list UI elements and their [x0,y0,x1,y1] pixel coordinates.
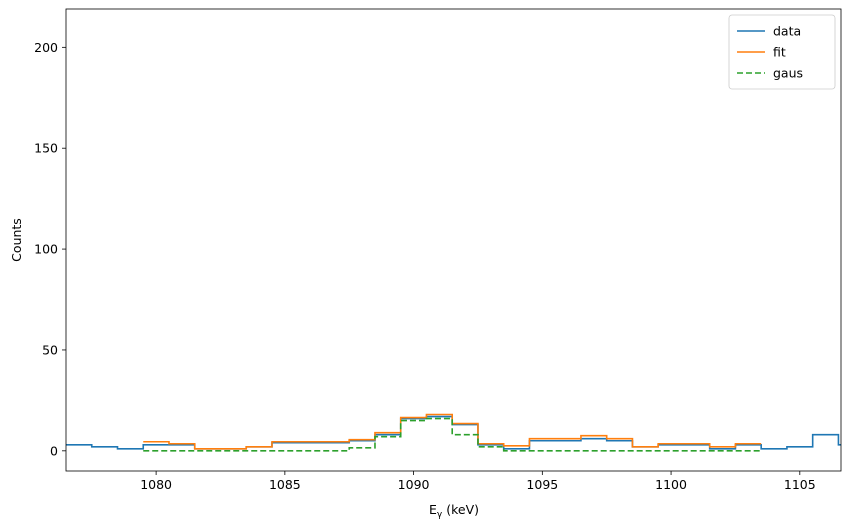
y-axis-label: Counts [9,218,24,262]
series-gaus-line [143,417,762,452]
x-tick-label: 1085 [269,477,301,492]
legend-label-gaus: gaus [773,66,803,81]
x-tick-label: 1090 [398,477,430,492]
legend-label-data: data [773,24,801,39]
x-axis-label-subscript: γ [437,510,443,520]
x-axis-label-symbol: E [429,502,437,517]
x-tick-label: 1105 [784,477,816,492]
x-axis-label-unit: (keV) [446,502,479,517]
x-axis-label: Eγ (keV) [429,502,479,520]
y-axis: 0 50 100 150 200 [34,40,66,458]
y-tick-label: 0 [50,443,58,458]
y-tick-label: 150 [34,141,58,156]
plot-frame [65,8,842,472]
x-axis: 1080 1085 1090 1095 1100 1105 [140,471,816,492]
x-tick-label: 1080 [140,477,172,492]
series-data-line [66,415,841,450]
legend: data fit gaus [728,14,836,90]
y-tick-label: 200 [34,40,58,55]
series-layer [66,413,841,452]
y-tick-label: 100 [34,242,58,257]
legend-box [728,14,836,90]
x-tick-label: 1095 [526,477,558,492]
legend-label-fit: fit [773,45,786,60]
y-tick-label: 50 [42,342,58,357]
x-tick-label: 1100 [655,477,687,492]
